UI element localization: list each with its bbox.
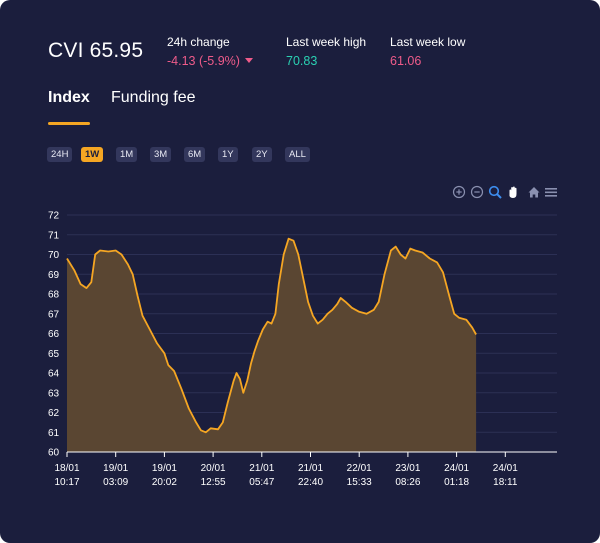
x-tick-time: 20:02 — [152, 477, 177, 488]
x-tick-date: 21/01 — [249, 463, 274, 474]
x-tick-time: 22:40 — [298, 477, 323, 488]
active-tab-indicator — [48, 122, 90, 125]
y-tick-label: 71 — [48, 230, 60, 241]
y-tick-label: 63 — [48, 388, 60, 399]
tab-funding-fee[interactable]: Funding fee — [111, 89, 196, 106]
x-tick-date: 20/01 — [201, 463, 226, 474]
x-tick-date: 23/01 — [395, 463, 420, 474]
low-value: 61.06 — [390, 54, 422, 68]
x-tick-date: 21/01 — [298, 463, 323, 474]
x-tick-date: 18/01 — [54, 463, 79, 474]
tab-index[interactable]: Index — [48, 89, 90, 106]
change-value-text: -4.13 (-5.9%) — [167, 54, 240, 68]
y-tick-label: 68 — [48, 290, 60, 301]
stat-week-high: Last week high 70.83 — [286, 35, 366, 68]
range-6m-button[interactable]: 6M — [184, 147, 206, 162]
x-tick-date: 22/01 — [347, 463, 372, 474]
x-tick-time: 05:47 — [249, 477, 274, 488]
chart-area-fill — [67, 238, 477, 452]
menu-icon[interactable] — [544, 185, 558, 199]
pan-hand-icon[interactable] — [506, 185, 520, 199]
range-1m-button[interactable]: 1M — [116, 147, 138, 162]
change-value: -4.13 (-5.9%) — [167, 54, 253, 68]
y-tick-label: 69 — [48, 270, 60, 281]
x-tick-date: 24/01 — [444, 463, 469, 474]
y-tick-label: 70 — [48, 250, 60, 261]
range-2y-button[interactable]: 2Y — [252, 147, 272, 162]
zoom-in-icon[interactable] — [452, 185, 466, 199]
y-tick-label: 65 — [48, 349, 60, 360]
high-label: Last week high — [286, 35, 367, 49]
x-tick-time: 12:55 — [201, 477, 226, 488]
home-icon[interactable] — [527, 185, 541, 199]
stat-24h-change: 24h change -4.13 (-5.9%) — [167, 35, 253, 68]
low-label: Last week low — [390, 35, 466, 49]
x-tick-date: 19/01 — [103, 463, 128, 474]
x-tick-date: 24/01 — [493, 463, 518, 474]
y-tick-label: 60 — [48, 448, 60, 459]
range-3m-button[interactable]: 3M — [150, 147, 172, 162]
x-axis-labels: 18/01 10:17 19/01 03:09 19/01 20:02 20/01 12:55… — [54, 452, 518, 488]
y-tick-label: 72 — [48, 211, 60, 222]
x-tick-time: 08:26 — [395, 477, 420, 488]
x-tick-time: 18:11 — [493, 477, 518, 488]
x-tick-date: 19/01 — [152, 463, 177, 474]
zoom-select-icon[interactable] — [488, 185, 502, 199]
stat-week-low: Last week low 61.06 — [390, 35, 465, 68]
chart-series-line — [66, 237, 477, 434]
x-tick-time: 01:18 — [444, 477, 469, 488]
y-tick-label: 64 — [48, 369, 60, 380]
change-label: 24h change — [167, 35, 230, 49]
cvi-value-title: CVI 65.95 — [48, 39, 144, 62]
y-tick-label: 67 — [48, 309, 60, 320]
high-value: 70.83 — [286, 54, 318, 68]
x-tick-time: 03:09 — [103, 477, 128, 488]
down-arrow-icon — [244, 58, 253, 63]
y-tick-label: 61 — [48, 428, 60, 439]
x-tick-time: 15:33 — [347, 477, 372, 488]
y-axis-labels: 60 61 62 63 64 65 66 67 68 69 70 71 72 — [48, 211, 60, 459]
range-all-button[interactable]: ALL — [285, 147, 310, 162]
y-tick-label: 66 — [48, 329, 60, 340]
x-tick-time: 10:17 — [54, 477, 79, 488]
zoom-out-icon[interactable] — [470, 185, 484, 199]
y-tick-label: 62 — [48, 408, 60, 419]
range-1w-button[interactable]: 1W — [81, 147, 104, 162]
range-24h-button[interactable]: 24H — [47, 147, 73, 162]
range-1y-button[interactable]: 1Y — [218, 147, 238, 162]
